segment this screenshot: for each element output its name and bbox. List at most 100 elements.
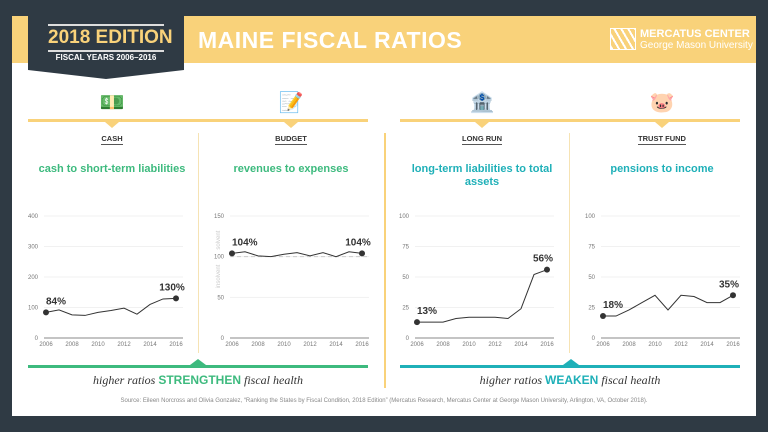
x-tick-label: 2014	[143, 342, 157, 348]
insolvent-label: insolvent	[216, 264, 222, 288]
note-text: fiscal health	[601, 373, 661, 387]
x-tick-label: 2016	[726, 342, 740, 348]
y-tick-label: 50	[402, 275, 409, 281]
endpoint-marker	[544, 266, 550, 273]
edition-label: 2018 EDITION	[48, 24, 173, 52]
category-label: LONG RUN	[462, 134, 502, 145]
panel-subtitle: cash to short-term liabilities	[38, 163, 186, 175]
panel-subtitle: revenues to expenses	[233, 163, 349, 175]
endpoint-marker	[229, 250, 235, 257]
y-tick-label: 200	[28, 275, 39, 281]
right-rule	[400, 119, 740, 122]
strengthen-arrow-icon	[190, 359, 206, 365]
x-tick-label: 2010	[277, 342, 291, 348]
budget-document-icon: 📝	[278, 92, 304, 114]
panel-divider	[569, 133, 570, 353]
panel-subtitle: pensions to income	[610, 163, 714, 175]
panel-category: TRUST FUND	[612, 134, 712, 145]
y-tick-label: 0	[35, 336, 39, 342]
logo-mark-icon	[610, 28, 636, 50]
category-label: BUDGET	[275, 134, 307, 145]
x-tick-label: 2012	[117, 342, 131, 348]
x-tick-label: 2006	[225, 342, 239, 348]
note-text: higher ratios	[92, 373, 156, 387]
x-tick-label: 2010	[462, 342, 476, 348]
y-tick-label: 75	[588, 245, 595, 251]
y-tick-label: 0	[221, 336, 225, 342]
data-label: 104%	[232, 237, 258, 248]
series-line	[45, 297, 177, 316]
series-line	[231, 251, 363, 258]
fiscal-years: FISCAL YEARS 2006–2016	[55, 53, 157, 62]
x-tick-label: 2016	[355, 342, 369, 348]
logo-line2: George Mason University	[640, 40, 753, 51]
strengthen-note: higher ratios STRENGTHEN fiscal health	[28, 373, 368, 388]
x-tick-label: 2010	[91, 342, 105, 348]
y-tick-label: 400	[28, 214, 39, 220]
x-tick-label: 2006	[596, 342, 610, 348]
x-tick-label: 2016	[169, 342, 183, 348]
x-tick-label: 2008	[436, 342, 450, 348]
note-key: WEAKEN	[545, 373, 599, 387]
panel-category: CASH	[62, 134, 162, 145]
rule-notch	[105, 122, 119, 128]
middle-divider	[384, 133, 386, 388]
piggy-bank-icon: 🐷	[649, 92, 675, 114]
endpoint-marker	[414, 319, 420, 326]
logo-line1: MERCATUS CENTER	[640, 28, 750, 40]
note-key: STRENGTHEN	[158, 373, 241, 387]
y-tick-label: 25	[402, 306, 409, 312]
x-tick-label: 2014	[700, 342, 714, 348]
rule-notch	[475, 122, 489, 128]
panel-category: BUDGET	[241, 134, 341, 145]
y-tick-label: 50	[588, 275, 595, 281]
data-label: 35%	[719, 279, 739, 290]
page-title: MAINE FISCAL RATIOS	[198, 27, 463, 53]
panel-category: LONG RUN	[432, 134, 532, 145]
data-label: 130%	[159, 282, 185, 293]
weaken-bar	[400, 365, 740, 368]
strengthen-bar	[28, 365, 368, 368]
solvent-label: solvent	[216, 230, 222, 249]
note-text: fiscal health	[244, 373, 303, 387]
x-tick-label: 2006	[39, 342, 53, 348]
x-tick-label: 2006	[410, 342, 424, 348]
endpoint-marker	[600, 313, 606, 320]
y-tick-label: 25	[588, 306, 595, 312]
rule-notch	[655, 122, 669, 128]
y-tick-label: 0	[592, 336, 596, 342]
left-rule	[28, 119, 368, 122]
panel-divider	[198, 133, 199, 353]
chart-long-run: 0 25 50 75 100 2006 2008 2010 2012 2014 2016 13% 56%	[399, 214, 554, 348]
cash-coins-icon: 💵	[99, 92, 125, 114]
x-tick-label: 2012	[303, 342, 317, 348]
x-tick-label: 2012	[488, 342, 502, 348]
endpoint-marker	[730, 292, 736, 299]
series-line	[603, 294, 734, 317]
weaken-note: higher ratios WEAKEN fiscal health	[400, 373, 740, 388]
endpoint-marker	[173, 295, 179, 302]
x-tick-label: 2016	[540, 342, 554, 348]
x-tick-label: 2014	[514, 342, 528, 348]
endpoint-marker	[359, 250, 365, 257]
source-citation: Source: Eileen Norcross and Olivia Gonza…	[120, 398, 648, 404]
chart-trust-fund: 0 25 50 75 100 2006 2008 2010 2012 2014 2016 18% 35%	[585, 214, 740, 348]
rule-notch	[284, 122, 298, 128]
chart-budget: 0 50 100 150 2006 2008 2010 2012 2014 2016 solvent…	[214, 214, 371, 348]
x-tick-label: 2008	[622, 342, 636, 348]
y-tick-label: 100	[214, 255, 225, 261]
y-tick-label: 50	[217, 295, 224, 301]
x-tick-label: 2012	[674, 342, 688, 348]
panel-subtitle: long-term liabilities to total assets	[411, 163, 553, 188]
mercatus-logo: MERCATUS CENTER George Mason University	[610, 28, 753, 51]
data-label: 18%	[603, 300, 623, 311]
weaken-arrow-icon	[563, 359, 579, 365]
y-tick-label: 100	[585, 214, 596, 220]
series-line	[417, 269, 548, 323]
endpoint-marker	[43, 309, 49, 316]
y-tick-label: 100	[399, 214, 410, 220]
data-label: 84%	[46, 296, 66, 307]
x-tick-label: 2010	[648, 342, 662, 348]
edition-badge-point	[28, 70, 184, 79]
y-tick-label: 300	[28, 245, 39, 251]
